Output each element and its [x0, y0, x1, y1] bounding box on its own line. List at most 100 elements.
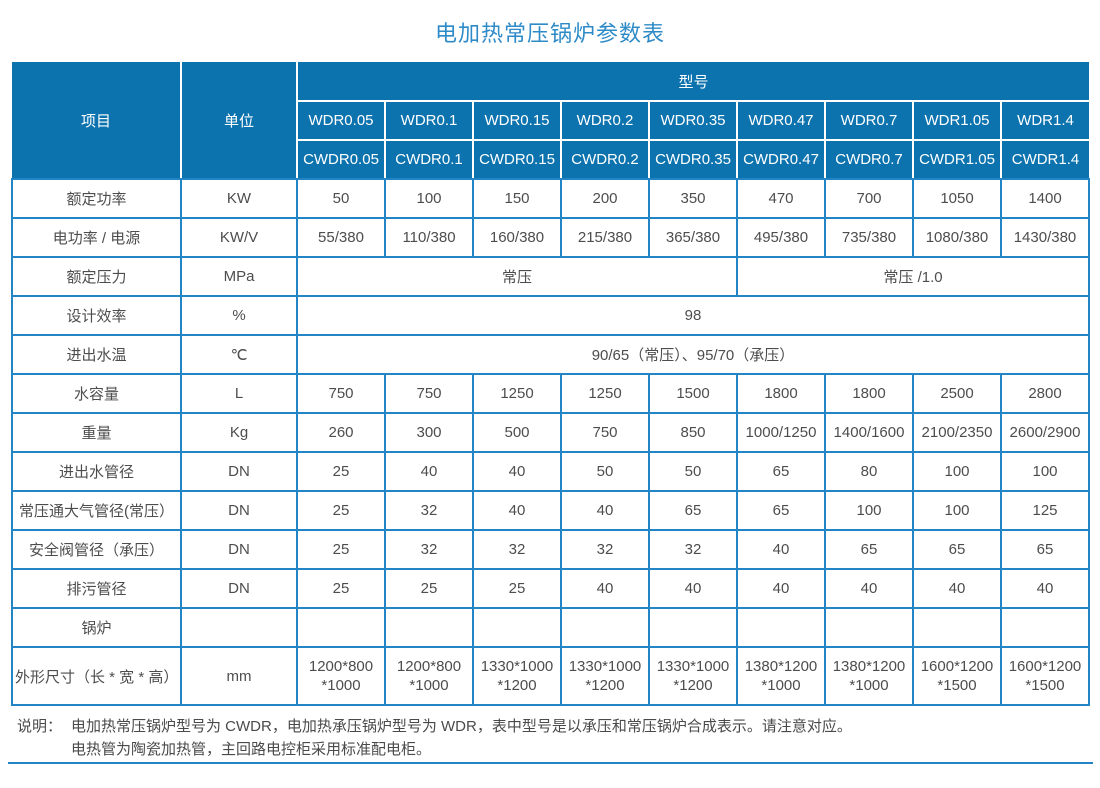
- row-unit: Kg: [180, 412, 298, 453]
- value-cell: 1500: [648, 373, 738, 414]
- row-unit: KW: [180, 178, 298, 219]
- value-cell: 470: [736, 178, 826, 219]
- value-cell: [824, 607, 914, 648]
- value-cell: [560, 607, 650, 648]
- value-cell: [1000, 607, 1090, 648]
- table-row-8: 常压通大气管径(常压） DN 25 32 40 40 65 65 100 100 125: [11, 490, 1090, 531]
- row-unit: DN: [180, 568, 298, 609]
- model-header-cwdr-7: CWDR1.05: [912, 139, 1002, 180]
- value-cell: 40: [824, 568, 914, 609]
- model-header-cwdr-8: CWDR1.4: [1000, 139, 1089, 180]
- value-cell: 65: [736, 451, 826, 492]
- value-cell: 25: [472, 568, 562, 609]
- column-header-unit: 单位: [180, 62, 298, 180]
- row-unit: DN: [180, 451, 298, 492]
- row-label: 电功率 / 电源: [11, 217, 182, 258]
- row-label: 锅炉: [11, 607, 182, 648]
- value-cell: 80: [824, 451, 914, 492]
- value-cell: 495/380: [736, 217, 826, 258]
- row-unit: %: [180, 295, 298, 336]
- model-header-wdr-6: WDR0.7: [824, 100, 914, 141]
- value-cell: 1800: [736, 373, 826, 414]
- table-row-7: 进出水管径 DN 25 40 40 50 50 65 80 100 100: [11, 451, 1090, 492]
- value-cell: 160/380: [472, 217, 562, 258]
- row-label: 安全阀管径（承压）: [11, 529, 182, 570]
- model-row-wdr: WDR0.05 WDR0.1 WDR0.15 WDR0.2 WDR0.35 WDR0.47…: [12, 100, 1089, 141]
- value-cell: 1200*800 *1000: [384, 646, 474, 706]
- value-cell: 500: [472, 412, 562, 453]
- value-cell: 2500: [912, 373, 1002, 414]
- page-title: 电加热常压锅炉参数表: [434, 21, 665, 46]
- value-cell: 1250: [472, 373, 562, 414]
- table-row-12: 外形尺寸（长 * 宽 * 高） mm 1200*800 *1000 1200*800 …: [11, 646, 1090, 706]
- table-header: 项目 单位 型号 WDR0.05 WDR0.1 WDR0.15 WDR0.2 WDR0.…: [12, 62, 1089, 180]
- value-cell: 2800: [1000, 373, 1090, 414]
- table-row-10: 排污管径 DN 25 25 25 40 40 40 40 40 40: [11, 568, 1090, 609]
- value-cell: 100: [1000, 451, 1090, 492]
- table-row-9: 安全阀管径（承压） DN 25 32 32 32 32 40 65 65 65: [11, 529, 1090, 570]
- table-row-0: 额定功率 KW 50 100 150 200 350 470 700 1050 1400: [11, 178, 1090, 219]
- row-unit: L: [180, 373, 298, 414]
- model-header-wdr-4: WDR0.35: [648, 100, 738, 141]
- value-cell: [384, 607, 474, 648]
- row-unit: mm: [180, 646, 298, 706]
- value-cell: 55/380: [296, 217, 386, 258]
- value-cell: [912, 607, 1002, 648]
- value-cell: 100: [912, 451, 1002, 492]
- value-cell: 750: [384, 373, 474, 414]
- row-label: 进出水管径: [11, 451, 182, 492]
- value-cell: 32: [472, 529, 562, 570]
- table-row-4: 进出水温 ℃ 90/65（常压）、95/70（承压）: [11, 334, 1090, 375]
- model-header-wdr-7: WDR1.05: [912, 100, 1002, 141]
- header-row-top: 项目 单位 型号: [12, 62, 1089, 180]
- table-row-5: 水容量 L 750 750 1250 1250 1500 1800 1800 2500 2800: [11, 373, 1090, 414]
- value-cell: 125: [1000, 490, 1090, 531]
- model-header-cwdr-5: CWDR0.47: [736, 139, 826, 180]
- value-cell: 50: [296, 178, 386, 219]
- value-cell: 1400/1600: [824, 412, 914, 453]
- value-cell: 350: [648, 178, 738, 219]
- note-lines: 电加热常压锅炉型号为 CWDR，电加热承压锅炉型号为 WDR，表中型号是以承压和…: [71, 715, 852, 761]
- model-header-wdr-1: WDR0.1: [384, 100, 474, 141]
- value-cell: 700: [824, 178, 914, 219]
- row-label: 水容量: [11, 373, 182, 414]
- row-unit: DN: [180, 490, 298, 531]
- value-cell: 215/380: [560, 217, 650, 258]
- value-cell: 25: [296, 490, 386, 531]
- value-cell: 200: [560, 178, 650, 219]
- row-label: 排污管径: [11, 568, 182, 609]
- value-cell: 40: [736, 568, 826, 609]
- value-cell: 100: [384, 178, 474, 219]
- table-row-11: 锅炉: [11, 607, 1090, 648]
- value-cell: 150: [472, 178, 562, 219]
- model-header-wdr-2: WDR0.15: [472, 100, 562, 141]
- value-cell: 1250: [560, 373, 650, 414]
- value-cell: 65: [648, 490, 738, 531]
- row-unit: ℃: [180, 334, 298, 375]
- model-header-wdr-5: WDR0.47: [736, 100, 826, 141]
- value-cell: 2100/2350: [912, 412, 1002, 453]
- model-header-cwdr-2: CWDR0.15: [472, 139, 562, 180]
- column-header-model: 型号: [296, 62, 1089, 102]
- value-cell: 1000/1250: [736, 412, 826, 453]
- value-cell: 850: [648, 412, 738, 453]
- value-cell: [472, 607, 562, 648]
- value-cell: 50: [648, 451, 738, 492]
- model-header-cwdr-4: CWDR0.35: [648, 139, 738, 180]
- value-cell: 常压 /1.0: [736, 256, 1090, 297]
- value-cell: 25: [296, 451, 386, 492]
- value-cell: 300: [384, 412, 474, 453]
- row-label: 设计效率: [11, 295, 182, 336]
- value-cell: 65: [736, 490, 826, 531]
- model-header-cwdr-6: CWDR0.7: [824, 139, 914, 180]
- row-label: 常压通大气管径(常压）: [11, 490, 182, 531]
- row-label: 进出水温: [11, 334, 182, 375]
- value-cell: 40: [912, 568, 1002, 609]
- value-cell: 32: [560, 529, 650, 570]
- value-cell: 90/65（常压）、95/70（承压）: [296, 334, 1090, 375]
- value-cell: 32: [648, 529, 738, 570]
- model-header-cwdr-1: CWDR0.1: [384, 139, 474, 180]
- boiler-parameter-table: 项目 单位 型号 WDR0.05 WDR0.1 WDR0.15 WDR0.2 WDR0.…: [11, 62, 1090, 706]
- value-cell: 1330*1000 *1200: [648, 646, 738, 706]
- row-unit: KW/V: [180, 217, 298, 258]
